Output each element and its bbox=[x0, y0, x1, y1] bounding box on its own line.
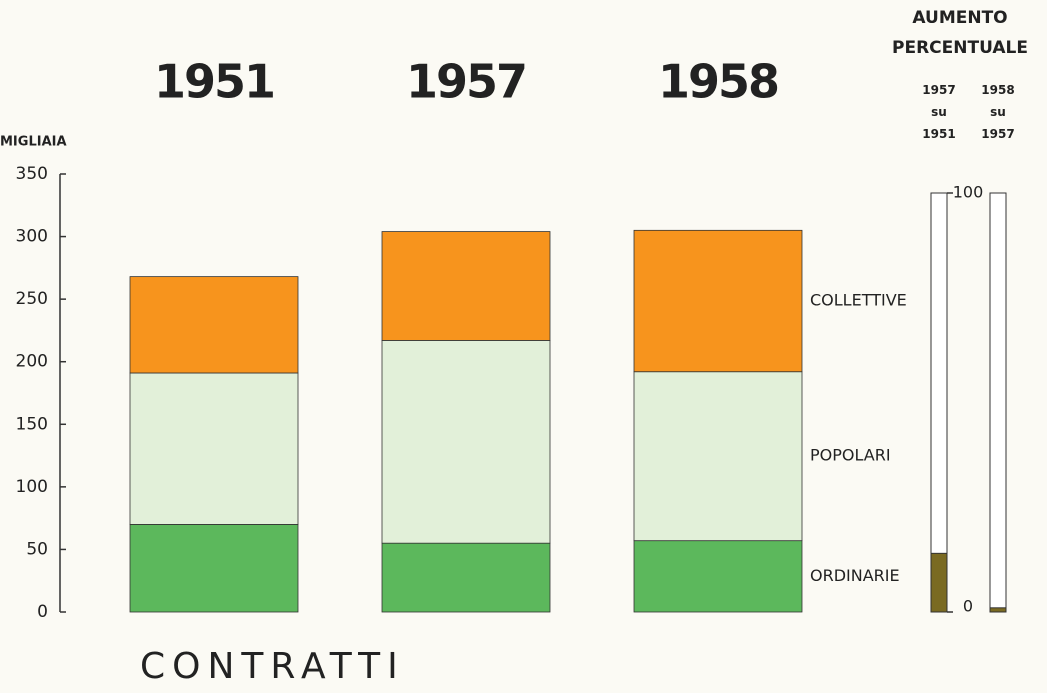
bar-segment bbox=[633, 229, 803, 373]
category-label: 1957 su 1951 bbox=[922, 83, 955, 141]
y-tick-label: 100 bbox=[953, 183, 984, 202]
category-label: 1958 su 1957 bbox=[981, 83, 1014, 141]
legend-label: COLLETTIVE bbox=[810, 291, 907, 310]
bar-segment bbox=[633, 371, 803, 542]
bar-segment bbox=[381, 340, 551, 544]
legend-label: ORDINARIE bbox=[810, 566, 900, 585]
bar-segment bbox=[381, 231, 551, 341]
y-tick-label: 150 bbox=[16, 414, 48, 434]
y-tick-label: 100 bbox=[16, 477, 48, 497]
bar-segment bbox=[129, 276, 299, 374]
bar-segment bbox=[129, 372, 299, 525]
bar bbox=[989, 607, 1007, 613]
category-label: 1951 bbox=[154, 55, 274, 109]
y-tick-label: 350 bbox=[16, 164, 48, 184]
percent-title: AUMENTO PERCENTUALE bbox=[892, 8, 1028, 58]
bar-segment bbox=[129, 524, 299, 613]
y-tick-label: 0 bbox=[37, 602, 48, 622]
category-label: 1958 bbox=[658, 55, 778, 109]
y-axis-label: MIGLIAIA bbox=[0, 135, 67, 150]
bar-outline bbox=[989, 192, 1007, 613]
y-tick-label: 300 bbox=[16, 227, 48, 247]
bar bbox=[930, 552, 948, 613]
bar-segment bbox=[381, 542, 551, 613]
bar-segment bbox=[633, 540, 803, 613]
legend-label: POPOLARI bbox=[810, 446, 891, 465]
chart-title: CONTRATTI bbox=[140, 646, 405, 687]
y-tick-label: 50 bbox=[26, 539, 48, 559]
bar-outline bbox=[930, 192, 948, 613]
y-tick-label: 250 bbox=[16, 289, 48, 309]
y-tick-label: 200 bbox=[16, 352, 48, 372]
category-label: 1957 bbox=[406, 55, 526, 109]
y-tick-label: 0 bbox=[963, 597, 973, 616]
